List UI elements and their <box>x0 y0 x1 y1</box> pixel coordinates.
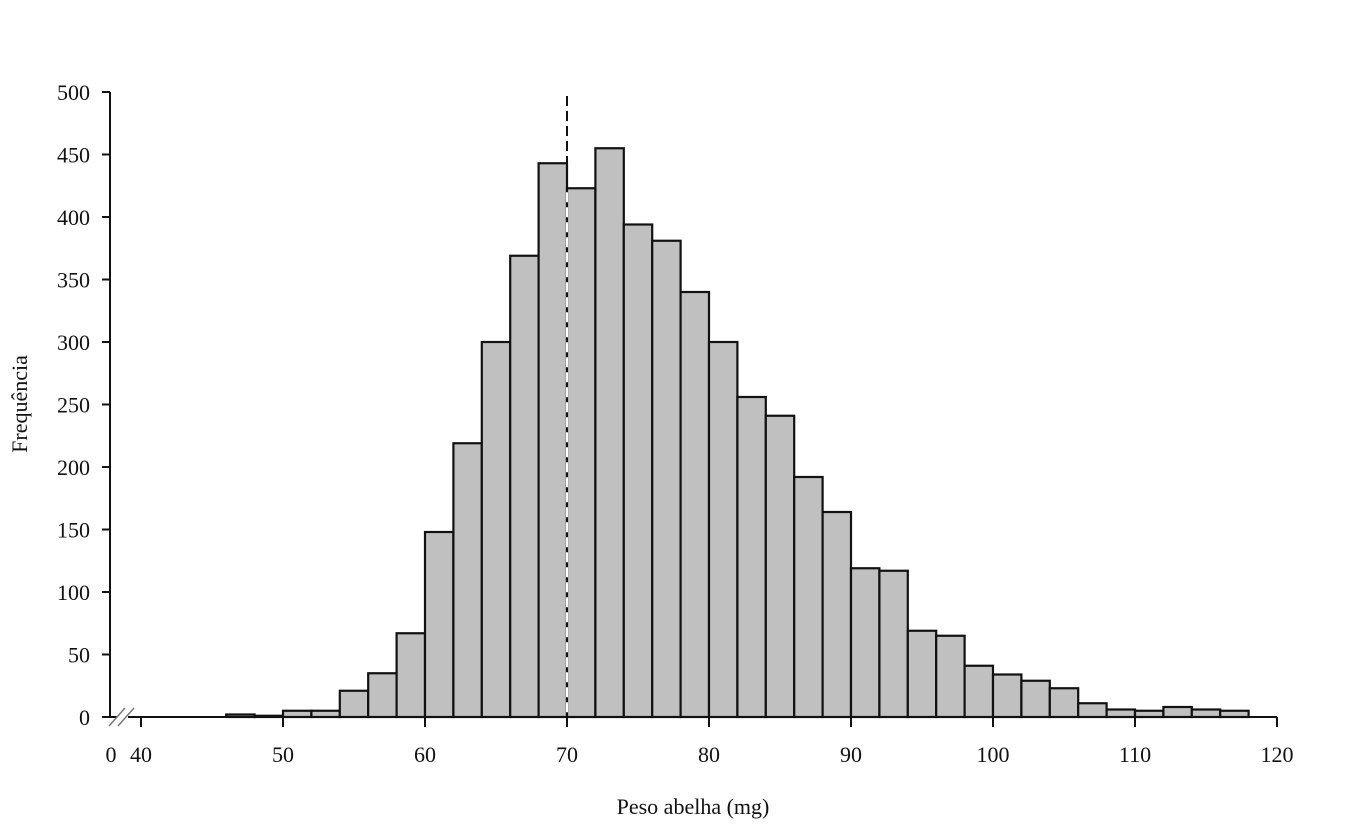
x-tick-label: 90 <box>840 742 862 767</box>
y-tick-label: 100 <box>57 580 90 605</box>
histogram-bar <box>849 567 881 719</box>
y-axis: 0 50 100 150 200 250 300 350 400 450 500 <box>57 80 111 730</box>
axis-break-mark <box>108 707 126 727</box>
histogram-bar <box>537 162 569 719</box>
histogram-bar <box>1020 679 1051 719</box>
x-tick-label: 110 <box>1119 742 1151 767</box>
histogram-bar <box>452 442 483 719</box>
y-tick-label: 250 <box>57 393 90 418</box>
histogram-bar <box>1048 687 1080 719</box>
histogram-bar <box>367 672 398 719</box>
histogram-bar <box>1162 705 1193 719</box>
y-tick-label: 50 <box>68 643 90 668</box>
y-tick-label: 150 <box>57 518 90 543</box>
x-tick-label: 100 <box>977 742 1010 767</box>
histogram-bar <box>1190 708 1222 719</box>
histogram-bar <box>764 414 796 719</box>
y-tick-label: 450 <box>57 143 90 168</box>
x-tick-label: 0 <box>106 742 117 767</box>
x-tick-label: 40 <box>130 742 152 767</box>
histogram-bar <box>736 395 767 719</box>
histogram-bar <box>991 673 1023 719</box>
histogram-bar <box>821 510 853 719</box>
histogram-bar <box>338 689 370 719</box>
histogram-bar <box>565 187 597 719</box>
histogram-bar <box>1105 708 1137 719</box>
histogram-bar <box>395 632 427 719</box>
x-tick-label: 60 <box>414 742 436 767</box>
histogram-bar <box>480 340 512 719</box>
y-tick-label: 400 <box>57 205 90 230</box>
x-tick-label: 80 <box>698 742 720 767</box>
x-axis-title: Peso abelha (mg) <box>617 794 770 819</box>
histogram-bar <box>423 530 455 719</box>
x-tick-label: 70 <box>556 742 578 767</box>
y-tick-label: 300 <box>57 330 90 355</box>
histogram-bar <box>906 629 938 719</box>
histogram-bar <box>622 223 654 719</box>
histogram-bar <box>1077 702 1108 719</box>
histogram-bar <box>594 147 625 719</box>
y-tick-label: 200 <box>57 455 90 480</box>
histogram-bar <box>679 290 711 719</box>
histogram-bar <box>651 239 682 719</box>
x-axis: 0 40 50 60 70 80 90 100 110 120 <box>102 707 1294 767</box>
histogram-bars <box>225 147 1250 719</box>
histogram-bar <box>509 254 540 719</box>
histogram-bar <box>793 475 824 719</box>
histogram-bar <box>878 569 909 719</box>
histogram-bar <box>935 634 966 719</box>
y-tick-label: 500 <box>57 80 90 105</box>
y-tick-label: 350 <box>57 268 90 293</box>
histogram-bar <box>963 664 995 719</box>
x-tick-label: 120 <box>1261 742 1294 767</box>
histogram-bar <box>707 340 739 719</box>
x-tick-label: 50 <box>272 742 294 767</box>
axis-break-mark <box>117 707 135 727</box>
y-tick-label: 0 <box>79 705 90 730</box>
y-axis-title: Frequência <box>7 355 32 453</box>
